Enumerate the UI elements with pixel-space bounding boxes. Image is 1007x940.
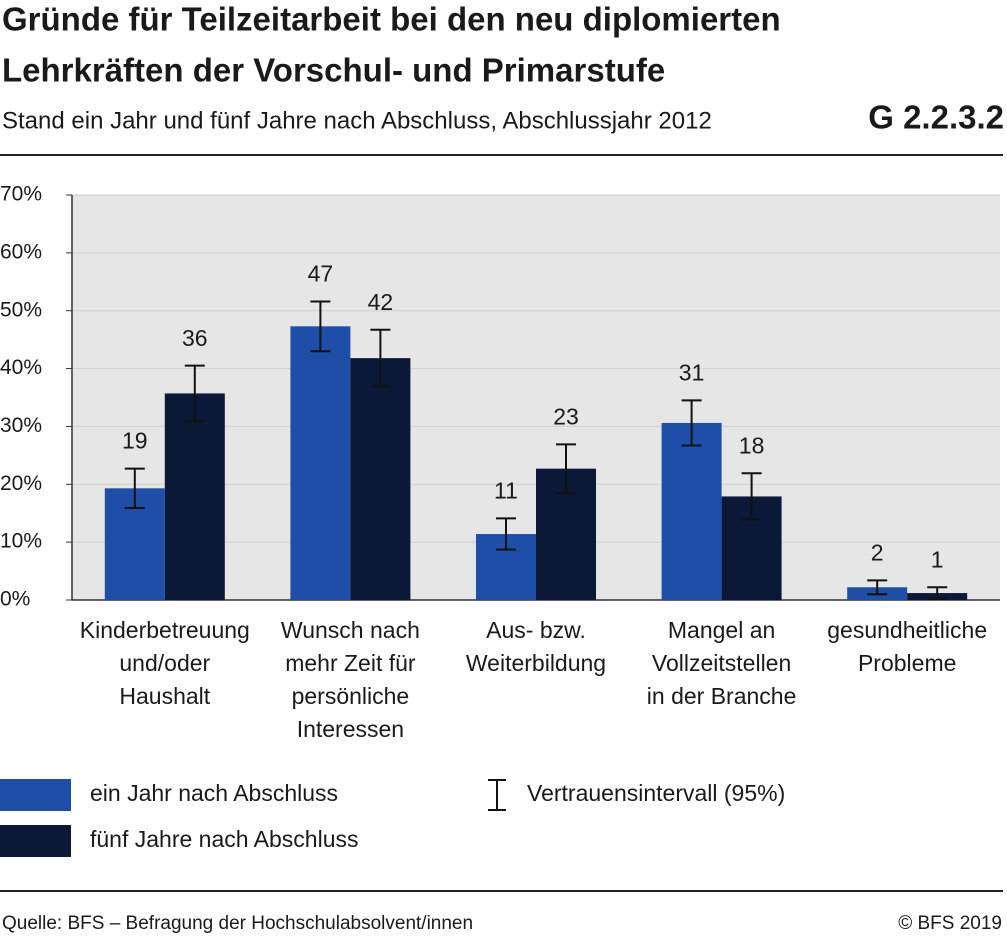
y-tick-label: 0%: [0, 588, 30, 611]
x-tick-label: gesundheitliche Probleme: [827, 617, 987, 676]
legend-swatch: [0, 825, 71, 857]
y-tick-label: 30%: [0, 414, 42, 437]
data-label: 42: [368, 289, 394, 315]
chart-subtitle: Stand ein Jahr und fünf Jahre nach Absch…: [2, 107, 712, 134]
data-label: 1: [931, 546, 944, 572]
chart-code: G 2.2.3.2: [868, 99, 1004, 136]
y-tick-label: 10%: [0, 530, 42, 553]
y-tick-label: 20%: [0, 472, 42, 495]
chart-title: Lehrkräften der Vorschul- und Primarstuf…: [2, 52, 665, 89]
x-tick-label: Aus- bzw. Weiterbildung: [466, 617, 606, 676]
bar: [164, 393, 225, 600]
bar: [290, 326, 351, 600]
y-tick-label: 50%: [0, 298, 42, 321]
copyright: © BFS 2019: [898, 913, 1002, 934]
data-label: 18: [739, 432, 765, 458]
data-label: 31: [679, 359, 705, 385]
legend-label: fünf Jahre nach Abschluss: [90, 826, 359, 852]
x-tick-label: Kinderbetreuung und/oder Haushalt: [80, 617, 250, 709]
data-label: 2: [871, 539, 884, 565]
legend-swatch: [0, 779, 71, 811]
y-tick-label: 40%: [0, 356, 42, 379]
data-label: 36: [182, 325, 208, 351]
x-tick-label: Mangel an Vollzeitstellen in der Branche: [647, 617, 797, 709]
legend-label: ein Jahr nach Abschluss: [90, 780, 338, 806]
data-label: 11: [494, 477, 518, 503]
data-label: 19: [122, 428, 148, 454]
data-label: 47: [308, 261, 334, 287]
bar: [661, 422, 722, 600]
legend-label: Vertrauensintervall (95%): [527, 780, 785, 806]
x-tick-label: Wunsch nach mehr Zeit für persönliche Inter…: [281, 617, 420, 742]
chart-title: Gründe für Teilzeitarbeit bei den neu di…: [2, 1, 781, 38]
y-tick-label: 60%: [0, 240, 42, 263]
data-label: 23: [553, 403, 579, 429]
bar: [350, 358, 411, 600]
source: Quelle: BFS – Befragung der Hochschulabs…: [2, 913, 473, 934]
y-tick-label: 70%: [0, 183, 42, 206]
